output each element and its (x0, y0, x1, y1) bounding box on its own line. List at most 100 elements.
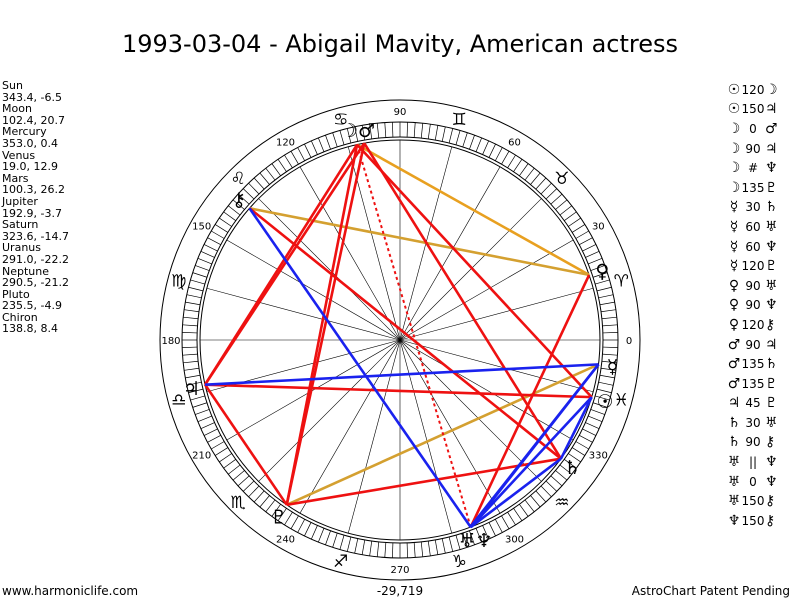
degree-tick (207, 434, 221, 443)
aspect-row: ☿ 60 ♆ (727, 237, 799, 257)
degree-label: 300 (505, 534, 524, 545)
degree-tick (304, 522, 312, 537)
degree-tick (219, 453, 232, 463)
degree-tick (588, 258, 603, 265)
degree-tick (237, 193, 250, 205)
degree-tick (595, 279, 610, 285)
degree-tick (585, 251, 600, 258)
degree-tick (462, 132, 468, 148)
degree-tick (182, 346, 198, 348)
degree-tick (494, 519, 503, 533)
degree-label: 0 (626, 336, 632, 347)
planet-position-mercury: 353.0, 0.4 (2, 136, 58, 150)
aspect-planet-a: ♄ (727, 414, 741, 431)
degree-tick (297, 147, 306, 161)
degree-tick (182, 324, 198, 327)
degree-label: 60 (508, 138, 521, 149)
degree-tick (361, 539, 366, 555)
planet-position-list: Sun 343.4, -6.5 Moon 102.4, 20.7 Mercury 353.… (2, 80, 122, 335)
degree-tick (420, 123, 424, 139)
aspect-planet-a: ☽ (727, 160, 741, 177)
aspect-row: ☿ 120 ♇ (727, 256, 799, 276)
degree-tick (186, 381, 202, 386)
planet-name-neptune: Neptune (2, 264, 50, 278)
aspect-angle: 90 (745, 278, 761, 293)
degree-tick (455, 535, 461, 550)
planet-glyph: ☿ (607, 356, 619, 378)
degree-tick (183, 360, 199, 364)
aspect-planet-a: ♅ (727, 473, 741, 490)
degree-tick (232, 199, 245, 210)
planet-position-jupiter: 192.9, -3.7 (2, 206, 62, 220)
aspect-row: ☿ 60 ♅ (727, 217, 799, 237)
aspect-row: ♀ 90 ♆ (727, 296, 799, 316)
planet-name-mercury: Mercury (2, 125, 47, 139)
degree-tick (332, 532, 338, 548)
degree-tick (434, 539, 439, 555)
degree-label: 30 (592, 222, 605, 233)
degree-label: 240 (276, 534, 295, 545)
aspect-planet-b: ♇ (765, 258, 778, 275)
degree-tick (513, 508, 523, 521)
planet-name-moon: Moon (2, 102, 32, 116)
spoke-line (399, 339, 501, 514)
aspect-planet-b: ♆ (765, 297, 778, 314)
degree-tick (540, 182, 552, 195)
aspect-angle: 150 (741, 494, 765, 509)
degree-tick (475, 137, 482, 152)
degree-tick (494, 147, 503, 161)
zodiac-sign-glyph: ♑ (452, 552, 467, 572)
degree-tick (540, 485, 552, 498)
degree-tick (579, 237, 593, 246)
degree-tick (482, 525, 489, 540)
aspect-line (286, 457, 562, 507)
planet-position-neptune: 290.5, -21.2 (2, 276, 69, 290)
aspect-angle: 150 (741, 513, 765, 528)
aspect-planet-b: ♂ (765, 120, 778, 137)
degree-tick (214, 447, 229, 456)
aspect-planet-a: ☽ (727, 140, 741, 157)
degree-tick (582, 244, 597, 252)
degree-tick (284, 154, 293, 169)
footer-website[interactable]: www.harmoniclife.com (2, 584, 139, 598)
aspect-row: ♄ 30 ♅ (727, 413, 799, 433)
aspect-angle: 90 (745, 337, 761, 352)
zodiac-sign-glyph: ♒ (554, 493, 569, 513)
degree-tick (530, 172, 541, 185)
degree-tick (214, 224, 229, 233)
aspect-line (248, 207, 472, 528)
aspect-planet-a: ♂ (727, 356, 741, 373)
degree-tick (545, 480, 558, 492)
planet-name-pluto: Pluto (2, 287, 30, 301)
aspect-line (356, 144, 472, 528)
spoke-line (399, 339, 574, 441)
aspect-row: ♅ 0 ♆ (727, 472, 799, 492)
aspect-planet-a: ♆ (727, 512, 741, 529)
aspect-row: ♅ 150 ⚷ (727, 491, 799, 511)
aspect-planet-a: ☿ (729, 199, 739, 216)
spoke-line (299, 339, 401, 514)
aspect-line (363, 142, 563, 460)
degree-tick (346, 536, 352, 552)
aspect-line (470, 363, 600, 528)
degree-tick (519, 163, 529, 176)
aspect-row: ☽ # ♆ (727, 158, 799, 178)
spoke-line (399, 339, 453, 534)
degree-tick (592, 402, 608, 408)
zodiac-sign-glyph: ♍ (171, 272, 186, 292)
aspect-planet-b: ♄ (765, 199, 778, 216)
aspect-angle: 90 (745, 141, 761, 156)
degree-tick (346, 128, 352, 144)
degree-tick (550, 193, 563, 205)
degree-tick (602, 332, 618, 334)
degree-tick (501, 151, 510, 165)
degree-tick (203, 244, 218, 252)
aspect-planet-a: ☿ (729, 238, 739, 255)
aspect-angle: 120 (741, 82, 765, 97)
degree-tick (271, 163, 281, 176)
degree-tick (277, 508, 287, 521)
aspect-line (469, 274, 591, 528)
degree-label: 120 (276, 138, 295, 149)
aspect-planet-a: ☉ (727, 101, 741, 118)
degree-label: 180 (161, 336, 180, 347)
